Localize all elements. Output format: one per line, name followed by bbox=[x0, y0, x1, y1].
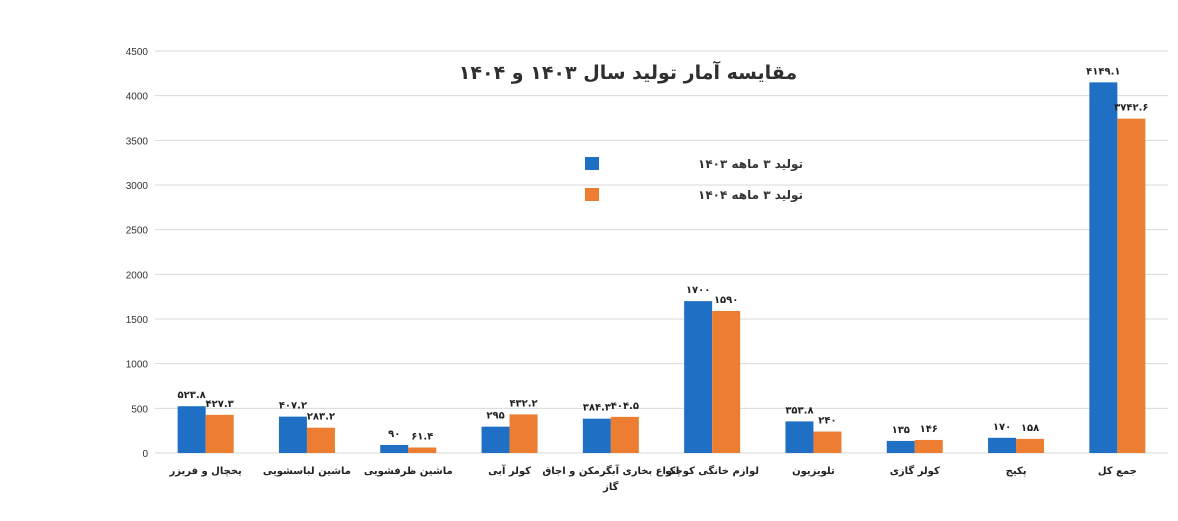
data-label-series-2: ۱۴۶ bbox=[920, 424, 938, 435]
bar-series-2 bbox=[1016, 438, 1045, 453]
data-label-series-2: ۴۲۷.۳ bbox=[206, 399, 234, 410]
data-label-series-1: ۳۸۴.۳ bbox=[583, 403, 611, 414]
y-tick-label: 2500 bbox=[126, 226, 149, 237]
x-tick-label: کولر آبی bbox=[488, 464, 531, 477]
y-axis-ticks: 0 500 1000 1500 2000 2500 3000 3500 4000 4500 bbox=[126, 47, 149, 460]
data-label-series-1: ۱۷۰۰ bbox=[686, 285, 710, 296]
data-label-series-2: ۶۱.۴ bbox=[411, 432, 433, 443]
y-tick-label: 4000 bbox=[126, 92, 149, 103]
legend-label-series-1: تولید ۳ ماهه ۱۴۰۳ bbox=[698, 157, 803, 172]
legend: تولید ۳ ماهه ۱۴۰۳ تولید ۳ ماهه ۱۴۰۴ bbox=[585, 157, 803, 203]
bar-series-2 bbox=[712, 310, 741, 453]
x-tick-label: یخچال و فریزر bbox=[169, 466, 243, 477]
data-label-series-2: ۲۸۳.۲ bbox=[307, 412, 335, 423]
y-tick-label: 2000 bbox=[126, 270, 149, 281]
bar-series-2 bbox=[205, 414, 234, 453]
y-tick-label: 500 bbox=[131, 404, 148, 415]
x-tick-label: لوازم خانگی کوچک bbox=[665, 464, 759, 477]
y-tick-label: 4500 bbox=[126, 47, 149, 58]
bar-series-1 bbox=[481, 426, 510, 453]
bar-series-1 bbox=[177, 406, 206, 453]
x-tick-label: ماشین ظرفشویی bbox=[364, 466, 453, 477]
bar-series-1 bbox=[988, 437, 1017, 453]
data-label-series-2: ۳۷۴۲.۶ bbox=[1114, 103, 1148, 114]
bar-series-1 bbox=[684, 301, 713, 453]
data-label-series-2: ۴۰۴.۵ bbox=[611, 401, 639, 412]
data-label-series-1: ۲۹۵ bbox=[486, 411, 504, 422]
bar-series-1 bbox=[278, 416, 307, 453]
bars bbox=[177, 82, 1146, 453]
bar-series-2 bbox=[408, 447, 437, 453]
y-tick-label: 3000 bbox=[126, 181, 149, 192]
x-tick-label: کولر گازی bbox=[890, 464, 940, 477]
bar-series-1 bbox=[1089, 82, 1118, 453]
chart-title: مقایسه آمار تولید سال ۱۴۰۳ و ۱۴۰۴ bbox=[459, 60, 797, 84]
data-label-series-2: ۴۳۲.۲ bbox=[509, 398, 537, 409]
bar-series-1 bbox=[886, 440, 915, 453]
x-tick-label: تلویزیون bbox=[792, 466, 835, 477]
bar-series-1 bbox=[582, 418, 611, 453]
y-tick-label: 3500 bbox=[126, 136, 149, 147]
data-label-series-1: ۱۳۵ bbox=[892, 425, 910, 436]
x-tick-label: ماشین لباسشویی bbox=[263, 466, 351, 477]
data-label-series-2: ۱۵۹۰ bbox=[714, 295, 738, 306]
legend-label-series-2: تولید ۳ ماهه ۱۴۰۴ bbox=[698, 188, 803, 203]
y-tick-label: 0 bbox=[142, 449, 148, 460]
bar-series-2 bbox=[914, 439, 943, 453]
y-tick-label: 1000 bbox=[126, 360, 149, 371]
grid-lines bbox=[155, 50, 1168, 454]
data-label-series-1: ۴۱۴۹.۱ bbox=[1086, 66, 1120, 77]
data-label-series-1: ۹۰ bbox=[388, 429, 400, 440]
bar-series-2 bbox=[509, 414, 538, 453]
x-tick-label: جمع کل bbox=[1098, 466, 1137, 477]
bar-series-1 bbox=[380, 444, 409, 453]
legend-swatch-series-2 bbox=[585, 188, 599, 201]
x-axis-ticks: یخچال و فریزر ماشین لباسشویی ماشین ظرفشویی… bbox=[169, 464, 1137, 493]
bar-series-2 bbox=[1117, 118, 1146, 453]
data-label-series-2: ۲۴۰ bbox=[818, 416, 836, 427]
data-label-series-1: ۳۵۳.۸ bbox=[785, 405, 813, 416]
x-tick-label: انواع بخاری آبگرمکن و اجاق گاز bbox=[542, 464, 679, 493]
legend-swatch-series-1 bbox=[585, 157, 599, 170]
data-label-series-2: ۱۵۸ bbox=[1021, 423, 1039, 434]
bar-series-2 bbox=[610, 416, 639, 453]
y-tick-label: 1500 bbox=[126, 315, 149, 326]
bar-series-2 bbox=[306, 427, 335, 453]
data-label-series-1: ۵۲۳.۸ bbox=[178, 390, 206, 401]
data-label-series-1: ۴۰۷.۲ bbox=[279, 401, 307, 412]
data-label-series-1: ۱۷۰ bbox=[993, 422, 1011, 433]
bar-series-1 bbox=[785, 421, 814, 453]
x-tick-label: پکیج bbox=[1006, 466, 1027, 477]
bar-series-2 bbox=[813, 431, 842, 453]
